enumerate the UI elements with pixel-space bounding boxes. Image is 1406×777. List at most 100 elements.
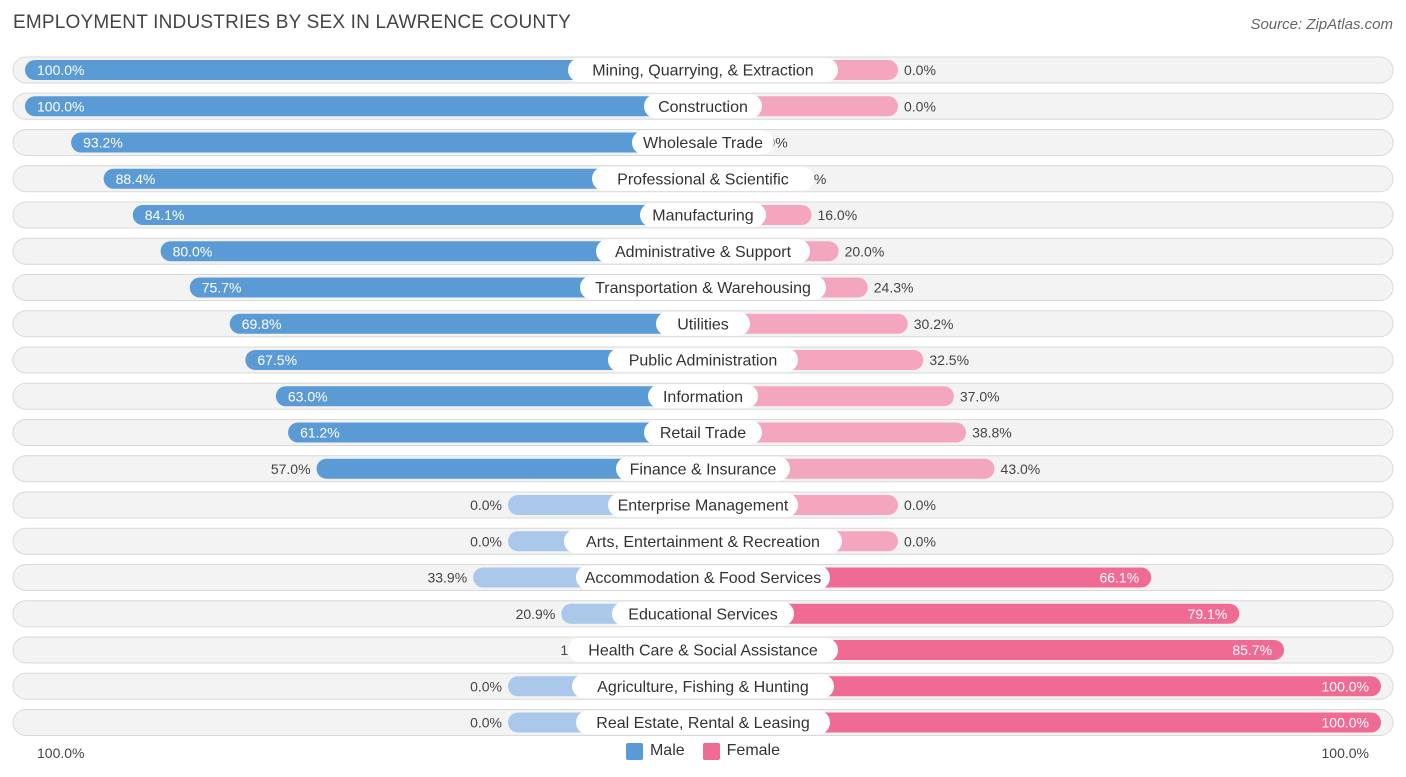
female-value-label: 32.5% <box>929 352 969 368</box>
category-label: Mining, Quarrying, & Extraction <box>592 63 813 80</box>
category-pill <box>616 456 790 481</box>
category-label: Wholesale Trade <box>643 135 763 152</box>
category-label: Professional & Scientific <box>617 171 789 188</box>
category-label: Finance & Insurance <box>630 461 777 478</box>
female-value-label: 0.0% <box>904 98 936 114</box>
male-bar <box>245 350 703 370</box>
female-value-label: 66.1% <box>1099 570 1139 586</box>
male-value-label: 0.0% <box>470 497 502 513</box>
category-pill <box>580 275 826 300</box>
male-bar <box>25 96 703 117</box>
male-value-label: 75.7% <box>202 280 242 296</box>
legend-swatch-male <box>625 742 643 760</box>
category-pill <box>612 601 794 626</box>
female-value-label: 38.8% <box>972 425 1012 441</box>
female-value-label: 79.1% <box>1188 606 1228 622</box>
category-pill <box>596 239 810 264</box>
female-bar <box>703 676 1381 697</box>
category-label: Information <box>663 389 743 406</box>
male-bar <box>288 422 703 443</box>
male-bar <box>103 168 703 189</box>
category-label: Health Care & Social Assistance <box>588 643 818 660</box>
category-pill <box>608 493 798 517</box>
female-value-label: 24.3% <box>874 280 914 296</box>
category-label: Administrative & Support <box>615 244 792 261</box>
female-bar <box>703 603 1240 624</box>
male-value-label: 67.5% <box>257 352 297 368</box>
axis-left-label: 100.0% <box>37 745 85 761</box>
legend-label-female: Female <box>726 742 781 759</box>
female-bar <box>703 712 1381 733</box>
female-value-label: 16.0% <box>817 207 857 223</box>
category-pill <box>644 94 762 119</box>
female-value-label: 0.0% <box>904 497 936 513</box>
category-label: Enterprise Management <box>618 498 789 515</box>
category-pill <box>568 58 838 82</box>
female-value-label: 37.0% <box>960 388 1000 404</box>
legend-item-male: Male <box>625 742 685 760</box>
legend: Male Female <box>0 742 1406 760</box>
category-pill <box>656 311 750 336</box>
category-label: Arts, Entertainment & Recreation <box>586 534 820 551</box>
source-label: Source: ZipAtlas.com <box>1250 16 1393 33</box>
male-bar <box>275 386 703 407</box>
female-value-label: 43.0% <box>1001 461 1041 477</box>
female-bar <box>703 640 1285 660</box>
category-pill <box>632 130 774 155</box>
male-bar <box>316 458 703 479</box>
category-label: Construction <box>658 99 748 116</box>
category-label: Real Estate, Rental & Leasing <box>596 715 809 732</box>
category-pill <box>648 384 758 409</box>
male-bar <box>71 132 703 153</box>
male-value-label: 80.0% <box>173 243 213 259</box>
male-value-label: 93.2% <box>83 135 123 151</box>
male-value-label: 69.8% <box>242 316 282 332</box>
male-value-label: 100.0% <box>37 98 84 114</box>
female-bar <box>703 422 967 443</box>
category-pill <box>640 203 766 227</box>
female-value-label: 20.0% <box>845 243 885 259</box>
female-value-label: 100.0% <box>1322 678 1369 694</box>
category-label: Agriculture, Fishing & Hunting <box>597 679 809 696</box>
female-value-label: 85.7% <box>1232 642 1272 658</box>
category-label: Transportation & Warehousing <box>595 280 811 297</box>
category-label: Utilities <box>677 316 729 333</box>
female-value-label: 0.0% <box>904 62 936 78</box>
male-value-label: 0.0% <box>470 678 502 694</box>
legend-item-female: Female <box>702 742 781 760</box>
category-pill <box>564 529 842 554</box>
female-bar <box>703 386 954 407</box>
axis-right-label: 100.0% <box>1321 745 1369 761</box>
category-pill <box>576 710 830 735</box>
category-label: Public Administration <box>629 353 778 370</box>
female-value-label: 0.0% <box>904 533 936 549</box>
legend-swatch-female <box>702 742 720 760</box>
category-label: Retail Trade <box>660 425 746 442</box>
chart-title: EMPLOYMENT INDUSTRIES BY SEX IN LAWRENCE… <box>13 12 572 33</box>
female-value-label: 30.2% <box>914 316 954 332</box>
male-value-label: 84.1% <box>145 207 185 223</box>
male-value-label: 100.0% <box>37 62 84 78</box>
category-pill <box>576 565 830 590</box>
male-value-label: 0.0% <box>470 715 502 731</box>
male-value-label: 33.9% <box>427 570 467 586</box>
female-value-label: 100.0% <box>1322 715 1369 731</box>
male-bar <box>189 277 703 298</box>
category-label: Educational Services <box>628 606 777 623</box>
female-bar <box>703 313 908 334</box>
male-bar <box>229 313 704 334</box>
male-bar <box>160 241 704 262</box>
male-bar <box>132 205 703 225</box>
category-pill <box>608 348 798 372</box>
male-value-label: 0.0% <box>470 533 502 549</box>
category-pill <box>572 674 834 699</box>
category-pill <box>568 638 838 662</box>
male-value-label: 61.2% <box>300 425 340 441</box>
male-value-label: 57.0% <box>271 461 311 477</box>
male-value-label: 20.9% <box>516 606 556 622</box>
category-pill <box>644 420 762 445</box>
category-label: Accommodation & Food Services <box>585 570 822 587</box>
male-value-label: 63.0% <box>288 388 328 404</box>
category-label: Manufacturing <box>652 208 753 225</box>
category-pill <box>592 166 814 191</box>
